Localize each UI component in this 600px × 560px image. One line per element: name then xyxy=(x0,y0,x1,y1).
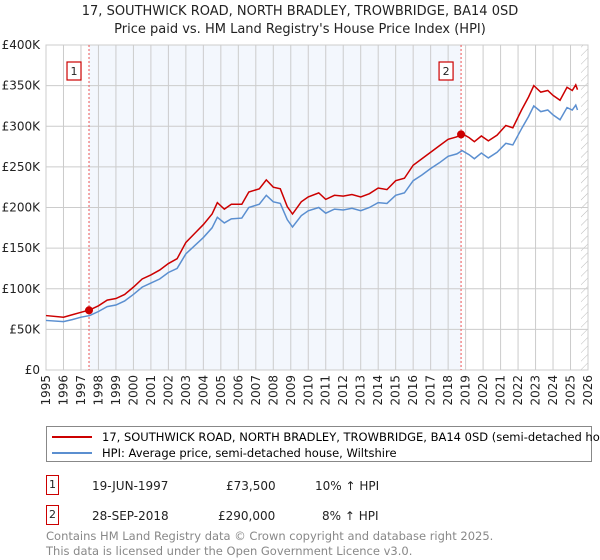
x-tick-label: 2023 xyxy=(529,375,543,406)
x-tick-label: 2011 xyxy=(319,375,333,406)
x-tick-label: 2016 xyxy=(406,375,420,406)
x-tick-label: 2001 xyxy=(144,375,158,406)
transaction-row: 2 28-SEP-2018 £290,000 8% ↑ HPI xyxy=(46,505,596,527)
x-tick-label: 2020 xyxy=(476,375,490,406)
x-tick-label: 2013 xyxy=(354,375,368,406)
legend-item-hpi: HPI: Average price, semi-detached house,… xyxy=(52,446,397,460)
x-tick-label: 2004 xyxy=(196,375,210,406)
x-tick-label: 2019 xyxy=(459,375,473,406)
legend-label: 17, SOUTHWICK ROAD, NORTH BRADLEY, TROWB… xyxy=(102,430,600,444)
y-tick-label: £150K xyxy=(2,241,42,255)
x-tick-label: 1996 xyxy=(56,375,70,406)
x-tick-label: 2025 xyxy=(564,375,578,406)
x-tick-label: 2015 xyxy=(389,375,403,406)
transaction-badge: 1 xyxy=(46,475,59,495)
chart-subtitle: Price paid vs. HM Land Registry's House … xyxy=(114,22,486,37)
transaction-price: £73,500 xyxy=(226,479,276,493)
x-tick-label: 2007 xyxy=(249,375,263,406)
transaction-hpi: 10% ↑ HPI xyxy=(315,479,380,493)
x-tick-label: 2010 xyxy=(301,375,315,406)
x-tick-label: 2008 xyxy=(266,375,280,406)
legend-item-property: 17, SOUTHWICK ROAD, NORTH BRADLEY, TROWB… xyxy=(52,430,600,444)
y-tick-label: £400K xyxy=(2,38,42,52)
hpi-line xyxy=(45,103,579,323)
transaction-badge: 2 xyxy=(46,505,59,525)
x-tick-label: 2012 xyxy=(336,375,350,406)
y-tick-label: £100K xyxy=(2,282,42,296)
x-tick-label: 2026 xyxy=(581,375,595,406)
x-tick-label: 2018 xyxy=(441,375,455,406)
sale-badge-label: 1 xyxy=(71,65,78,78)
x-tick-label: 2024 xyxy=(546,375,560,406)
plot-border xyxy=(45,44,589,371)
y-tick-label: £250K xyxy=(2,160,42,174)
x-tick-label: 2017 xyxy=(424,375,438,406)
sale-badge-label: 2 xyxy=(443,65,450,78)
y-tick-label: £0 xyxy=(25,363,40,377)
chart-title: 17, SOUTHWICK ROAD, NORTH BRADLEY, TROWB… xyxy=(81,4,519,19)
legend-red-line xyxy=(52,436,92,438)
x-tick-label: 1999 xyxy=(109,375,123,406)
transaction-price: £290,000 xyxy=(218,509,276,523)
x-tick-label: 2002 xyxy=(161,375,175,406)
x-tick-label: 2022 xyxy=(511,375,525,406)
y-tick-label: £350K xyxy=(2,79,42,93)
sale-point xyxy=(457,130,466,139)
x-tick-label: 2006 xyxy=(231,375,245,406)
x-tick-label: 1995 xyxy=(39,375,53,406)
transaction-hpi: 8% ↑ HPI xyxy=(322,509,379,523)
sale-point xyxy=(85,306,94,315)
x-tick-label: 1998 xyxy=(91,375,105,406)
property-price-line xyxy=(45,83,579,318)
price-chart: £0 £50K £100K £150K £200K £250K £300K £350K £400… xyxy=(2,38,595,406)
legend-blue-line xyxy=(52,452,92,454)
x-tick-label: 2009 xyxy=(284,375,298,406)
footer-copyright: Contains HM Land Registry data © Crown c… xyxy=(46,529,494,543)
y-tick-label: £200K xyxy=(2,201,42,215)
footer-licence: This data is licensed under the Open Gov… xyxy=(46,544,413,558)
y-tick-label: £300K xyxy=(2,119,42,133)
x-tick-label: 2003 xyxy=(179,375,193,406)
y-tick-label: £50K xyxy=(9,322,41,336)
x-tick-label: 2014 xyxy=(371,375,385,406)
sale-badge xyxy=(66,61,82,81)
transaction-row: 1 19-JUN-1997 £73,500 10% ↑ HPI xyxy=(46,475,596,497)
x-tick-label: 2021 xyxy=(494,375,508,406)
x-tick-label: 2005 xyxy=(214,375,228,406)
x-tick-label: 2000 xyxy=(126,375,140,406)
legend: 17, SOUTHWICK ROAD, NORTH BRADLEY, TROWB… xyxy=(46,426,600,462)
sale-badge xyxy=(438,61,454,81)
legend-label: HPI: Average price, semi-detached house,… xyxy=(102,446,397,460)
transaction-date: 19-JUN-1997 xyxy=(92,479,169,493)
x-tick-label: 1997 xyxy=(74,375,88,406)
transaction-date: 28-SEP-2018 xyxy=(92,509,169,523)
